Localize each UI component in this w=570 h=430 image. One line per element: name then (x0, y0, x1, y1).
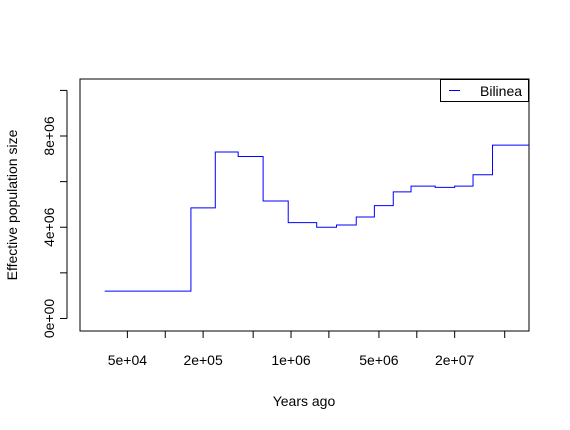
x-tick-label: 5e+06 (359, 352, 399, 368)
x-tick-label: 1e+06 (271, 352, 311, 368)
y-tick-label: 4e+06 (41, 207, 57, 247)
x-axis-title: Years ago (273, 393, 336, 409)
legend: Bilinea (440, 79, 529, 102)
x-tick-label: 2e+05 (183, 352, 223, 368)
y-axis-title: Effective population size (4, 129, 20, 280)
x-tick-label: 5e+04 (108, 352, 148, 368)
legend-box (440, 79, 529, 102)
x-axis: 5e+04 2e+05 1e+06 5e+06 2e+07 (108, 330, 506, 368)
y-tick-label: 8e+06 (41, 116, 57, 156)
legend-label-bilinea: Bilinea (480, 83, 522, 99)
series-line-bilinea (104, 144, 529, 292)
series-layer (104, 144, 529, 292)
x-tick-label: 2e+07 (435, 352, 475, 368)
y-tick-label: 0e+00 (41, 299, 57, 339)
y-axis: 0e+00 4e+06 8e+06 (41, 89, 68, 339)
plot-frame (79, 78, 530, 332)
